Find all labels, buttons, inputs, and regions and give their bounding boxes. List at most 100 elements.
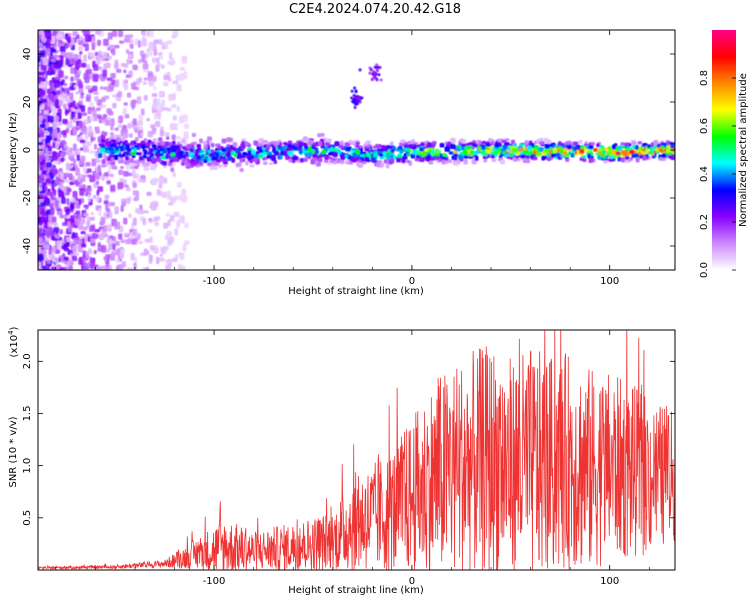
spectrogram-cell: [38, 41, 41, 48]
spectrogram-cell: [172, 30, 179, 37]
spectrogram-cell: [63, 179, 70, 183]
spectrogram-cell: [68, 43, 73, 48]
spectrogram-cell: [159, 253, 163, 257]
spectrogram-cell: [74, 200, 79, 209]
spectrogram-cell: [40, 90, 45, 97]
spectrogram-cell: [58, 168, 63, 172]
spectrogram-cell: [150, 201, 155, 208]
spectrogram-cell: [118, 30, 124, 38]
spectrogram-cell: [84, 205, 89, 210]
spectrogram-cell: [164, 132, 170, 138]
spectrogram-cell: [66, 120, 73, 129]
spectrogram-cell: [158, 39, 163, 45]
spectrogram-cell: [58, 70, 64, 78]
spectrogram-cell: [142, 60, 148, 64]
spectrogram-cell: [123, 84, 129, 91]
spectrogram-cell: [79, 35, 83, 42]
spectrogram-cell: [118, 169, 124, 176]
spectrogram-cell: [174, 228, 179, 236]
spectrogram-cell: [107, 55, 112, 60]
spectrogram-cell: [50, 207, 55, 215]
spectrogram-cell: [65, 162, 70, 170]
spectrogram-cell: [88, 150, 95, 154]
spectrogram-cell: [163, 245, 169, 251]
spectrogram-cell: [102, 265, 107, 270]
spectrogram-cell: [38, 253, 43, 260]
spectrogram-cell: [45, 264, 49, 270]
spectrogram-cell: [77, 175, 82, 183]
spectrogram-cell: [97, 164, 102, 172]
spectrogram-cell: [45, 155, 50, 164]
spectrogram-cell: [104, 194, 110, 199]
spectrogram-cell: [140, 131, 144, 137]
spectrogram-cell: [94, 96, 99, 102]
spectrogram-cell: [64, 87, 70, 95]
spectrogram-cell: [70, 197, 76, 203]
spectrogram-cell: [151, 57, 157, 64]
spectrogram-cell: [117, 182, 124, 190]
spectrogram-cell: [136, 96, 142, 104]
spectrogram-cell: [103, 95, 110, 100]
spectrogram-cell: [169, 52, 173, 60]
spectrogram-cell: [137, 241, 144, 245]
spectrogram-cell: [85, 161, 91, 167]
spectrogram-cell: [160, 246, 165, 253]
spectrogram-cell: [58, 181, 63, 186]
spectrogram-cell: [55, 57, 61, 61]
spectrogram-cell: [156, 189, 160, 195]
spectrogram-cell: [75, 210, 81, 215]
spectrogram-cell: [135, 207, 140, 214]
spectrogram-cell: [46, 231, 51, 239]
spectrogram-cell: [65, 98, 70, 103]
spectrogram-cell: [87, 236, 91, 243]
spectrogram-cell: [114, 259, 120, 263]
spectrogram-cell: [80, 94, 84, 99]
spectrogram-cell: [157, 62, 161, 68]
spectrogram-cell: [149, 245, 155, 251]
spectrogram-cell: [40, 202, 46, 207]
spectrogram-cell: [111, 250, 116, 258]
spectrogram-cell: [45, 178, 50, 184]
spectrogram-cell: [50, 71, 56, 75]
spectrogram-cell: [59, 229, 63, 235]
spectrogram-cell: [161, 99, 166, 107]
spectrogram-cell: [63, 42, 68, 47]
spectrogram-cell: [40, 80, 46, 89]
spectrogram-cell: [48, 61, 53, 67]
spectrogram-cell: [54, 249, 61, 254]
spectrogram-cell: [69, 151, 74, 158]
spectrogram-cell: [114, 221, 121, 230]
spectrogram-cell: [45, 240, 50, 245]
spectrogram-cell: [89, 216, 95, 221]
spectrogram-cell: [47, 105, 51, 111]
spectrogram-cell: [62, 93, 68, 100]
spectrogram-cell: [79, 120, 83, 128]
spectrogram-cell: [40, 249, 46, 255]
spectrogram-cell: [56, 207, 62, 212]
spectrogram-cell: [133, 173, 139, 179]
spectrogram-cell: [53, 63, 58, 69]
spectrogram-cell: [129, 59, 133, 65]
spectrogram-cell: [118, 233, 123, 240]
spectrogram-cell: [38, 71, 45, 76]
spectrogram-cell: [84, 173, 89, 178]
spectrogram-cell: [151, 93, 158, 97]
spectrogram-cell: [54, 98, 60, 106]
spectrogram-cell: [93, 91, 99, 95]
spectrogram-cell: [86, 168, 92, 173]
spectrogram-cell: [64, 82, 68, 87]
spectrogram-cell: [101, 173, 105, 181]
spectrogram-cell: [54, 178, 60, 184]
spectrogram-cell: [46, 35, 51, 40]
spectrogram-cell: [78, 40, 84, 46]
spectrogram-cell: [132, 182, 137, 189]
spectrogram-cell: [114, 59, 119, 67]
spectrogram-cell: [176, 220, 181, 228]
spectrogram-cell: [142, 69, 149, 73]
spectrogram-cell: [91, 158, 97, 167]
spectrogram-cell: [54, 257, 59, 265]
spectrogram-cell: [106, 180, 111, 185]
spectrogram-cell: [39, 123, 46, 129]
spectrogram-cell: [38, 76, 43, 83]
